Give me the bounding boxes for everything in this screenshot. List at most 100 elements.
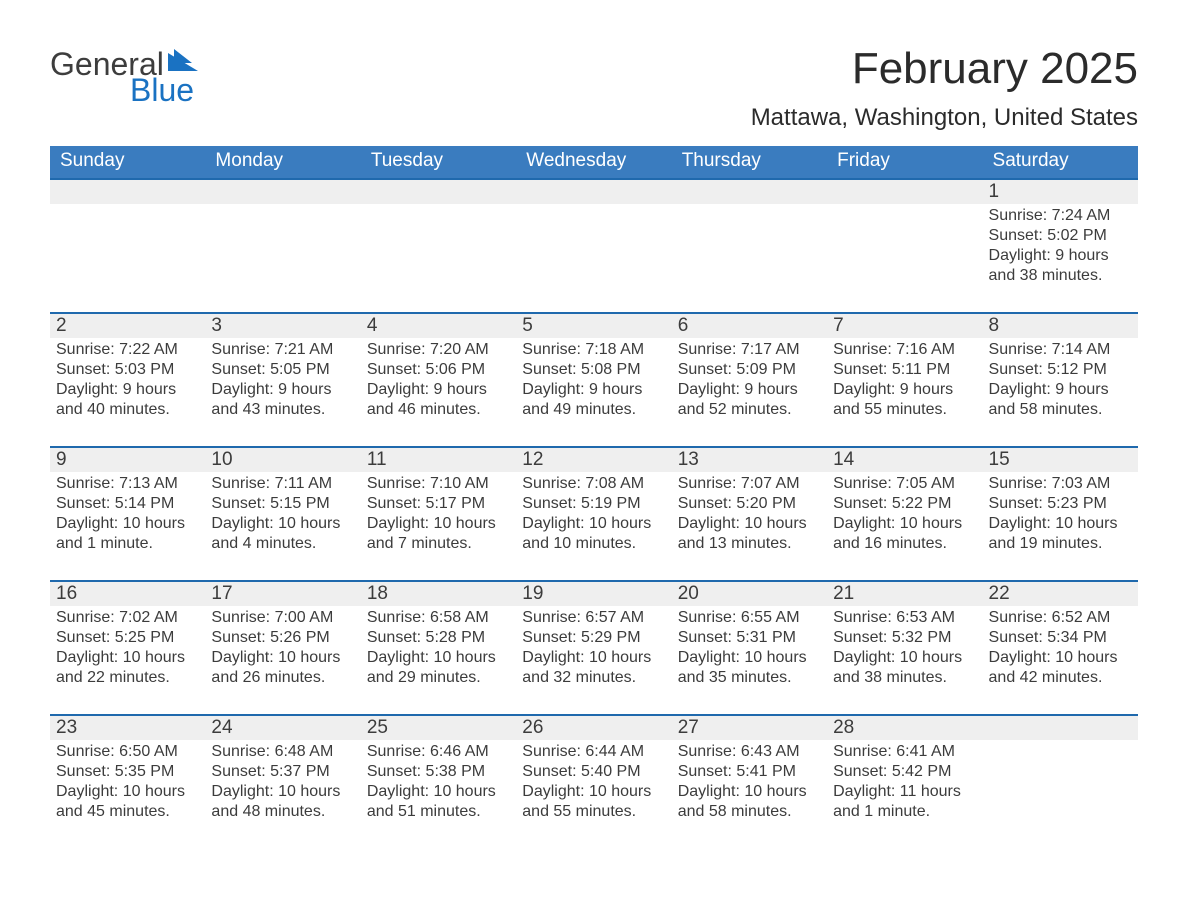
daylight-line: Daylight: 10 hours and 29 minutes. (367, 648, 510, 688)
sunset-line: Sunset: 5:25 PM (56, 628, 199, 648)
day-number (205, 178, 360, 204)
day-details: Sunrise: 6:46 AMSunset: 5:38 PMDaylight:… (361, 740, 516, 828)
day-number: 1 (983, 178, 1138, 204)
day-number (827, 178, 982, 204)
sunrise-line: Sunrise: 7:18 AM (522, 340, 665, 360)
day-details: Sunrise: 6:48 AMSunset: 5:37 PMDaylight:… (205, 740, 360, 828)
day-number: 22 (983, 580, 1138, 606)
calendar-cell: 3Sunrise: 7:21 AMSunset: 5:05 PMDaylight… (205, 312, 360, 446)
weekday-header: Friday (827, 146, 982, 178)
calendar-cell: 21Sunrise: 6:53 AMSunset: 5:32 PMDayligh… (827, 580, 982, 714)
sunset-line: Sunset: 5:35 PM (56, 762, 199, 782)
calendar-week: 1Sunrise: 7:24 AMSunset: 5:02 PMDaylight… (50, 178, 1138, 312)
daylight-line: Daylight: 9 hours and 46 minutes. (367, 380, 510, 420)
day-details: Sunrise: 7:20 AMSunset: 5:06 PMDaylight:… (361, 338, 516, 426)
sunrise-line: Sunrise: 7:14 AM (989, 340, 1132, 360)
sunrise-line: Sunrise: 6:55 AM (678, 608, 821, 628)
sunrise-line: Sunrise: 7:11 AM (211, 474, 354, 494)
calendar-table: SundayMondayTuesdayWednesdayThursdayFrid… (50, 146, 1138, 848)
sunset-line: Sunset: 5:09 PM (678, 360, 821, 380)
day-number (672, 178, 827, 204)
calendar-week: 23Sunrise: 6:50 AMSunset: 5:35 PMDayligh… (50, 714, 1138, 848)
sunrise-line: Sunrise: 6:48 AM (211, 742, 354, 762)
weekday-header: Thursday (672, 146, 827, 178)
sunrise-line: Sunrise: 7:21 AM (211, 340, 354, 360)
weekday-header: Tuesday (361, 146, 516, 178)
sunset-line: Sunset: 5:34 PM (989, 628, 1132, 648)
day-number: 3 (205, 312, 360, 338)
sunset-line: Sunset: 5:02 PM (989, 226, 1132, 246)
daylight-line: Daylight: 10 hours and 42 minutes. (989, 648, 1132, 688)
sunrise-line: Sunrise: 7:20 AM (367, 340, 510, 360)
weekday-header-row: SundayMondayTuesdayWednesdayThursdayFrid… (50, 146, 1138, 178)
day-details: Sunrise: 7:18 AMSunset: 5:08 PMDaylight:… (516, 338, 671, 426)
day-number: 13 (672, 446, 827, 472)
sunrise-line: Sunrise: 7:13 AM (56, 474, 199, 494)
day-details: Sunrise: 7:08 AMSunset: 5:19 PMDaylight:… (516, 472, 671, 560)
sunset-line: Sunset: 5:06 PM (367, 360, 510, 380)
daylight-line: Daylight: 10 hours and 4 minutes. (211, 514, 354, 554)
logo: General Blue (50, 44, 202, 106)
calendar-cell: 5Sunrise: 7:18 AMSunset: 5:08 PMDaylight… (516, 312, 671, 446)
sunrise-line: Sunrise: 7:00 AM (211, 608, 354, 628)
calendar-cell: 20Sunrise: 6:55 AMSunset: 5:31 PMDayligh… (672, 580, 827, 714)
day-number: 6 (672, 312, 827, 338)
calendar-week: 9Sunrise: 7:13 AMSunset: 5:14 PMDaylight… (50, 446, 1138, 580)
sunrise-line: Sunrise: 6:50 AM (56, 742, 199, 762)
daylight-line: Daylight: 10 hours and 10 minutes. (522, 514, 665, 554)
day-number: 10 (205, 446, 360, 472)
sunset-line: Sunset: 5:17 PM (367, 494, 510, 514)
day-number: 27 (672, 714, 827, 740)
sunrise-line: Sunrise: 7:22 AM (56, 340, 199, 360)
sunrise-line: Sunrise: 6:57 AM (522, 608, 665, 628)
day-details: Sunrise: 7:24 AMSunset: 5:02 PMDaylight:… (983, 204, 1138, 292)
calendar-cell: 2Sunrise: 7:22 AMSunset: 5:03 PMDaylight… (50, 312, 205, 446)
calendar-cell (672, 178, 827, 312)
calendar-cell (983, 714, 1138, 848)
daylight-line: Daylight: 10 hours and 51 minutes. (367, 782, 510, 822)
day-details: Sunrise: 7:14 AMSunset: 5:12 PMDaylight:… (983, 338, 1138, 426)
daylight-line: Daylight: 10 hours and 48 minutes. (211, 782, 354, 822)
calendar-cell: 17Sunrise: 7:00 AMSunset: 5:26 PMDayligh… (205, 580, 360, 714)
day-number: 9 (50, 446, 205, 472)
calendar-cell: 10Sunrise: 7:11 AMSunset: 5:15 PMDayligh… (205, 446, 360, 580)
sunrise-line: Sunrise: 6:43 AM (678, 742, 821, 762)
day-details: Sunrise: 7:16 AMSunset: 5:11 PMDaylight:… (827, 338, 982, 426)
calendar-cell: 24Sunrise: 6:48 AMSunset: 5:37 PMDayligh… (205, 714, 360, 848)
calendar-cell: 28Sunrise: 6:41 AMSunset: 5:42 PMDayligh… (827, 714, 982, 848)
sunrise-line: Sunrise: 6:52 AM (989, 608, 1132, 628)
weekday-header: Wednesday (516, 146, 671, 178)
day-details: Sunrise: 7:07 AMSunset: 5:20 PMDaylight:… (672, 472, 827, 560)
sunrise-line: Sunrise: 6:46 AM (367, 742, 510, 762)
day-number: 11 (361, 446, 516, 472)
calendar-cell (827, 178, 982, 312)
weekday-header: Saturday (983, 146, 1138, 178)
sunset-line: Sunset: 5:29 PM (522, 628, 665, 648)
day-details: Sunrise: 6:52 AMSunset: 5:34 PMDaylight:… (983, 606, 1138, 694)
calendar-cell: 22Sunrise: 6:52 AMSunset: 5:34 PMDayligh… (983, 580, 1138, 714)
sunset-line: Sunset: 5:20 PM (678, 494, 821, 514)
calendar-cell: 1Sunrise: 7:24 AMSunset: 5:02 PMDaylight… (983, 178, 1138, 312)
sunset-line: Sunset: 5:05 PM (211, 360, 354, 380)
day-number (361, 178, 516, 204)
calendar-cell: 14Sunrise: 7:05 AMSunset: 5:22 PMDayligh… (827, 446, 982, 580)
day-number: 18 (361, 580, 516, 606)
day-details (516, 204, 671, 212)
daylight-line: Daylight: 9 hours and 49 minutes. (522, 380, 665, 420)
day-number: 12 (516, 446, 671, 472)
daylight-line: Daylight: 10 hours and 22 minutes. (56, 648, 199, 688)
sunrise-line: Sunrise: 7:07 AM (678, 474, 821, 494)
daylight-line: Daylight: 10 hours and 32 minutes. (522, 648, 665, 688)
day-details: Sunrise: 7:11 AMSunset: 5:15 PMDaylight:… (205, 472, 360, 560)
calendar-cell: 16Sunrise: 7:02 AMSunset: 5:25 PMDayligh… (50, 580, 205, 714)
calendar-cell: 26Sunrise: 6:44 AMSunset: 5:40 PMDayligh… (516, 714, 671, 848)
sunrise-line: Sunrise: 7:03 AM (989, 474, 1132, 494)
calendar-cell: 12Sunrise: 7:08 AMSunset: 5:19 PMDayligh… (516, 446, 671, 580)
day-details: Sunrise: 6:55 AMSunset: 5:31 PMDaylight:… (672, 606, 827, 694)
sunset-line: Sunset: 5:37 PM (211, 762, 354, 782)
sunset-line: Sunset: 5:22 PM (833, 494, 976, 514)
day-details (827, 204, 982, 212)
day-details: Sunrise: 6:58 AMSunset: 5:28 PMDaylight:… (361, 606, 516, 694)
day-details (361, 204, 516, 212)
sunrise-line: Sunrise: 6:53 AM (833, 608, 976, 628)
